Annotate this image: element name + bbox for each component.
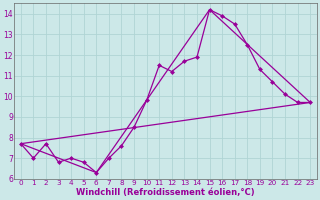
X-axis label: Windchill (Refroidissement éolien,°C): Windchill (Refroidissement éolien,°C) [76,188,255,197]
